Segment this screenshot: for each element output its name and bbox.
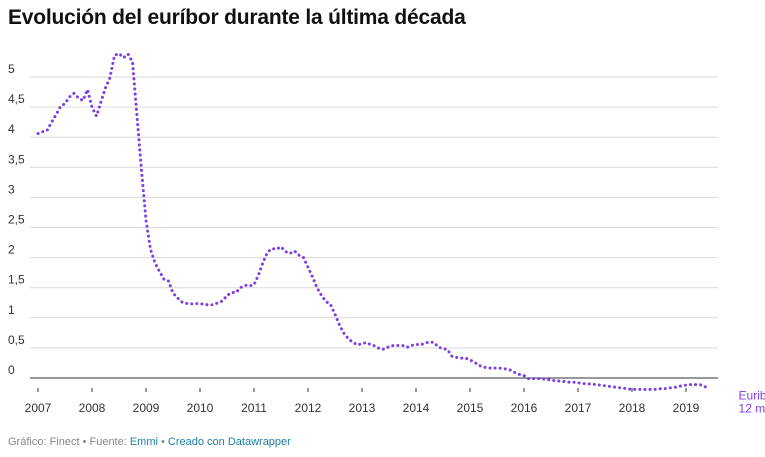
series-label: 12 m xyxy=(739,401,765,415)
series-label: Euribor xyxy=(739,388,765,402)
x-axis: 2007 2008 2009 2010 2011 2012 2013 2014 2015 2016… xyxy=(25,388,700,415)
y-tick-label: 3 xyxy=(8,182,15,196)
y-tick-label: 2 xyxy=(8,243,15,257)
y-tick-label: 4 xyxy=(8,122,15,136)
datawrapper-credit-link[interactable]: Creado con Datawrapper xyxy=(167,436,291,448)
series-labels: Euribor12 m xyxy=(739,388,765,415)
y-tick-label: 1,5 xyxy=(8,273,25,287)
y-tick-label: 0,5 xyxy=(8,333,25,347)
x-tick-label: 2016 xyxy=(511,401,538,415)
x-tick-label: 2018 xyxy=(619,401,646,415)
y-tick-label: 4,5 xyxy=(8,92,25,106)
x-tick-label: 2015 xyxy=(457,401,484,415)
y-tick-label: 1 xyxy=(8,303,15,317)
line-chart: 00,511,522,533,544,55 2007 2008 2009 2010 20… xyxy=(8,52,765,415)
x-tick-label: 2010 xyxy=(187,401,214,415)
x-tick-label: 2019 xyxy=(673,401,700,415)
source-link[interactable]: Emmi xyxy=(129,436,158,448)
y-tick-label: 2,5 xyxy=(8,213,25,227)
x-tick-label: 2009 xyxy=(133,401,160,415)
series-layer xyxy=(36,52,710,391)
x-tick-label: 2012 xyxy=(295,401,322,415)
y-tick-label: 3,5 xyxy=(8,152,25,166)
y-tick-label: 5 xyxy=(8,62,15,76)
y-tick-label: 0 xyxy=(8,363,15,377)
x-tick-label: 2014 xyxy=(403,401,430,415)
x-tick-label: 2011 xyxy=(241,401,267,415)
footer-prefix: Gráfico: Finect • Fuente: xyxy=(8,436,130,448)
gridlines xyxy=(30,76,718,379)
chart-footer: Gráfico: Finect • Fuente: Emmi • Creado … xyxy=(8,436,291,448)
x-tick-label: 2013 xyxy=(349,401,376,415)
x-tick-label: 2008 xyxy=(79,401,106,415)
chart-title: Evolución del euríbor durante la última … xyxy=(8,6,466,29)
series-line-euribor-12m xyxy=(36,52,710,391)
x-tick-label: 2017 xyxy=(565,401,592,415)
footer-separator: • xyxy=(157,436,168,448)
y-axis: 0 0,5 1 1,5 2 2,5 3 3,5 4 4,5 5 xyxy=(8,62,25,377)
x-tick-label: 2007 xyxy=(25,401,52,415)
